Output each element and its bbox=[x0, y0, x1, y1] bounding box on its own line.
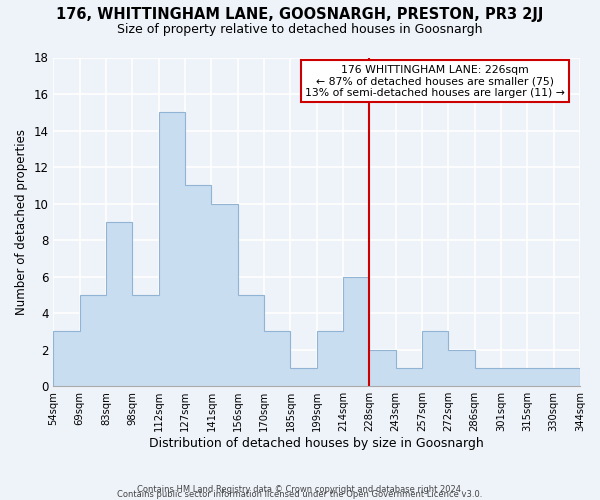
Y-axis label: Number of detached properties: Number of detached properties bbox=[15, 129, 28, 315]
Text: Contains public sector information licensed under the Open Government Licence v3: Contains public sector information licen… bbox=[118, 490, 482, 499]
Text: Contains HM Land Registry data © Crown copyright and database right 2024.: Contains HM Land Registry data © Crown c… bbox=[137, 485, 463, 494]
Text: 176, WHITTINGHAM LANE, GOOSNARGH, PRESTON, PR3 2JJ: 176, WHITTINGHAM LANE, GOOSNARGH, PRESTO… bbox=[56, 8, 544, 22]
Text: Size of property relative to detached houses in Goosnargh: Size of property relative to detached ho… bbox=[117, 22, 483, 36]
Text: 176 WHITTINGHAM LANE: 226sqm
← 87% of detached houses are smaller (75)
13% of se: 176 WHITTINGHAM LANE: 226sqm ← 87% of de… bbox=[305, 65, 565, 98]
X-axis label: Distribution of detached houses by size in Goosnargh: Distribution of detached houses by size … bbox=[149, 437, 484, 450]
